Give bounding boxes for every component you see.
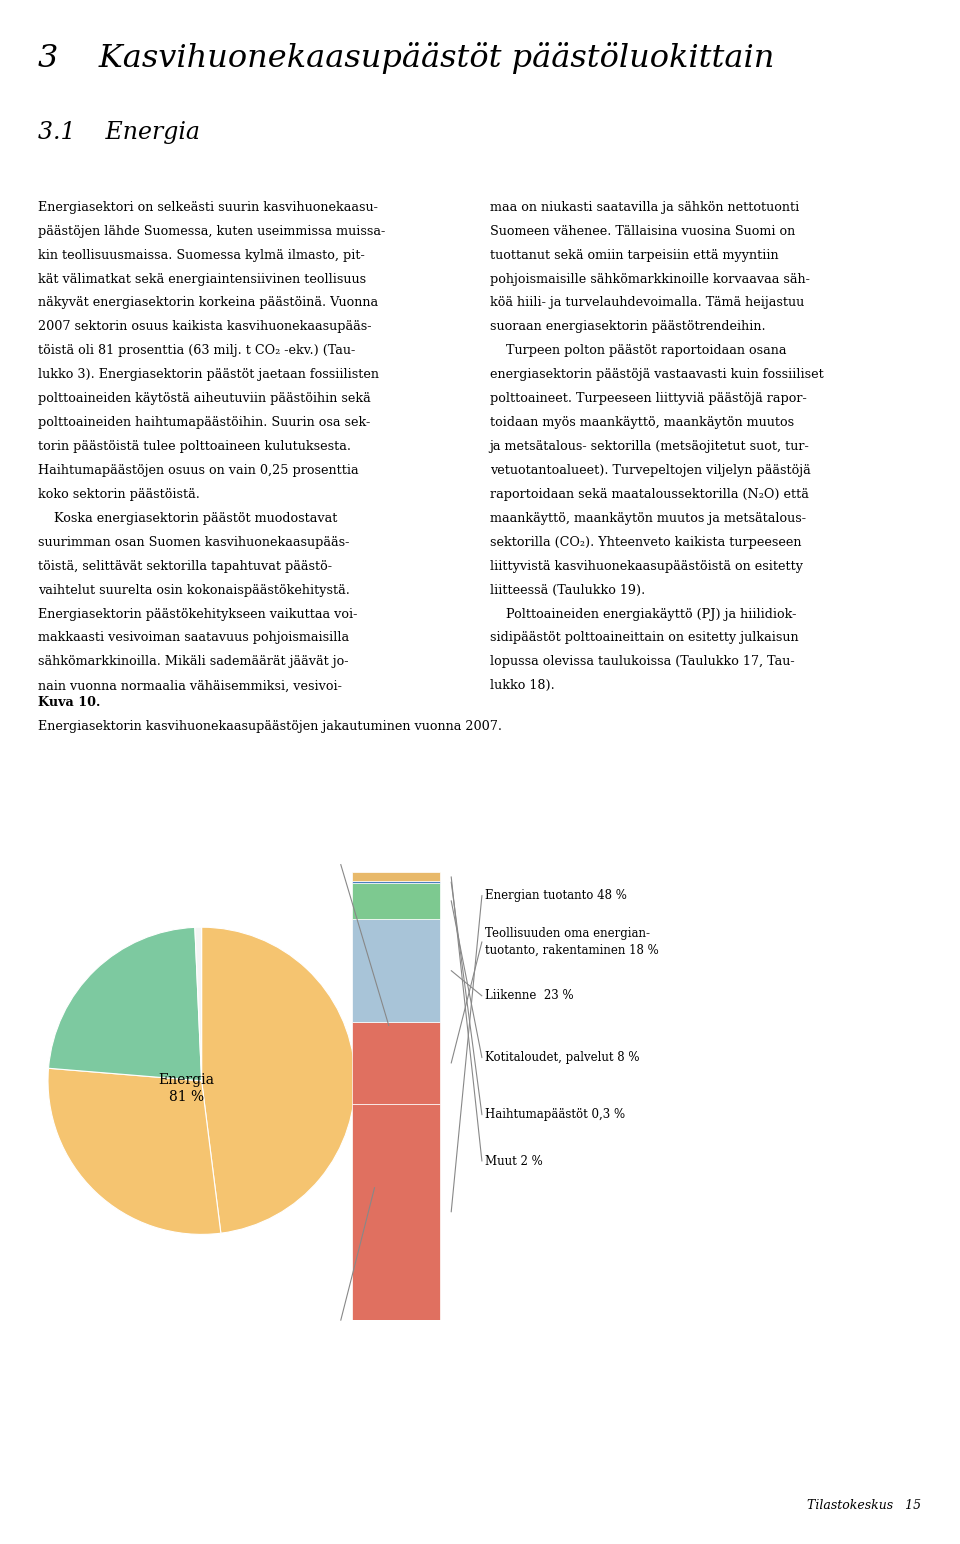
Text: kin teollisuusmaissa. Suomessa kylmä ilmasto, pit-: kin teollisuusmaissa. Suomessa kylmä ilm… (38, 249, 365, 261)
Text: Koska energiasektorin päästöt muodostavat: Koska energiasektorin päästöt muodostava… (38, 513, 338, 525)
Text: Energiasektorin päästökehitykseen vaikuttaa voi-: Energiasektorin päästökehitykseen vaikut… (38, 607, 358, 621)
Text: torin päästöistä tulee polttoaineen kulutuksesta.: torin päästöistä tulee polttoaineen kulu… (38, 440, 351, 452)
Text: Haihtumapäästöt 0,3 %: Haihtumapäästöt 0,3 % (485, 1109, 625, 1121)
Text: Muut 2 %: Muut 2 % (485, 1155, 542, 1167)
Bar (351, 872, 440, 882)
Text: raportoidaan sekä maataloussektorilla (N₂O) että: raportoidaan sekä maataloussektorilla (N… (490, 488, 808, 500)
Text: Energian tuotanto 48 %: Energian tuotanto 48 % (485, 889, 627, 902)
Text: Turpeen polton päästöt raportoidaan osana: Turpeen polton päästöt raportoidaan osan… (490, 344, 786, 357)
Text: pohjoismaisille sähkömarkkinoille korvaavaa säh-: pohjoismaisille sähkömarkkinoille korvaa… (490, 272, 809, 286)
Text: töistä, selittävät sektorilla tapahtuvat päästö-: töistä, selittävät sektorilla tapahtuvat… (38, 560, 332, 573)
Text: Energiasektori on selkeästi suurin kasvihuonekaasu-: Energiasektori on selkeästi suurin kasvi… (38, 201, 378, 213)
Text: Energiasektorin kasvihuonekaasupäästöjen jakautuminen vuonna 2007.: Energiasektorin kasvihuonekaasupäästöjen… (38, 720, 502, 732)
Text: Tilastokeskus   15: Tilastokeskus 15 (807, 1499, 922, 1512)
Text: vetuotantoalueet). Turvepeltojen viljelyn päästöjä: vetuotantoalueet). Turvepeltojen viljely… (490, 463, 810, 477)
Text: 3.1    Energia: 3.1 Energia (38, 122, 201, 144)
Text: Haihtumapäästöjen osuus on vain 0,25 prosenttia: Haihtumapäästöjen osuus on vain 0,25 pro… (38, 463, 359, 477)
Text: lopussa olevissa taulukoissa (Taulukko 17, Tau-: lopussa olevissa taulukoissa (Taulukko 1… (490, 655, 794, 669)
Text: sektorilla (CO₂). Yhteenveto kaikista turpeeseen: sektorilla (CO₂). Yhteenveto kaikista tu… (490, 536, 801, 548)
Text: energiasektorin päästöjä vastaavasti kuin fossiiliset: energiasektorin päästöjä vastaavasti kui… (490, 369, 824, 381)
Text: toidaan myös maankäyttö, maankäytön muutos: toidaan myös maankäyttö, maankäytön muut… (490, 417, 794, 429)
Text: nain vuonna normaalia vähäisemmiksi, vesivoi-: nain vuonna normaalia vähäisemmiksi, ves… (38, 679, 343, 692)
Text: Liikenne  23 %: Liikenne 23 % (485, 990, 573, 1002)
Bar (351, 1022, 440, 1104)
Text: Energia
81 %: Energia 81 % (158, 1073, 214, 1104)
Text: 2007 sektorin osuus kaikista kasvihuonekaasupääs-: 2007 sektorin osuus kaikista kasvihuonek… (38, 321, 372, 334)
Text: sidipäästöt polttoaineittain on esitetty julkaisun: sidipäästöt polttoaineittain on esitetty… (490, 631, 798, 644)
Text: koko sektorin päästöistä.: koko sektorin päästöistä. (38, 488, 201, 500)
Text: liittyvistä kasvihuonekaasupäästöistä on esitetty: liittyvistä kasvihuonekaasupäästöistä on… (490, 560, 803, 573)
Text: tuottanut sekä omiin tarpeisiin että myyntiin: tuottanut sekä omiin tarpeisiin että myy… (490, 249, 779, 261)
Text: vaihtelut suurelta osin kokonaispäästökehitystä.: vaihtelut suurelta osin kokonaispäästöke… (38, 584, 350, 596)
Text: liitteessä (Taulukko 19).: liitteessä (Taulukko 19). (490, 584, 645, 596)
Text: lukko 3). Energiasektorin päästöt jaetaan fossiilisten: lukko 3). Energiasektorin päästöt jaetaa… (38, 369, 379, 381)
Text: suoraan energiasektorin päästötrendeihin.: suoraan energiasektorin päästötrendeihin… (490, 321, 765, 334)
Wedge shape (202, 928, 355, 1234)
Text: 3    Kasvihuonekaasupäästöt päästöluokittain: 3 Kasvihuonekaasupäästöt päästöluokittai… (38, 42, 775, 74)
Wedge shape (195, 928, 202, 1081)
Text: lukko 18).: lukko 18). (490, 679, 554, 692)
Text: kät välimatkat sekä energiaintensiivinen teollisuus: kät välimatkat sekä energiaintensiivinen… (38, 272, 367, 286)
Text: Kotitaloudet, palvelut 8 %: Kotitaloudet, palvelut 8 % (485, 1051, 639, 1064)
Text: ja metsätalous- sektorilla (metsäojitetut suot, tur-: ja metsätalous- sektorilla (metsäojitetu… (490, 440, 809, 452)
Text: köä hiili- ja turvelauhdevoimalla. Tämä heijastuu: köä hiili- ja turvelauhdevoimalla. Tämä … (490, 296, 804, 309)
Text: polttoaineiden haihtumapäästöihin. Suurin osa sek-: polttoaineiden haihtumapäästöihin. Suuri… (38, 417, 371, 429)
Text: Suomeen vähenee. Tällaisina vuosina Suomi on: Suomeen vähenee. Tällaisina vuosina Suom… (490, 224, 795, 238)
Text: päästöjen lähde Suomessa, kuten useimmissa muissa-: päästöjen lähde Suomessa, kuten useimmis… (38, 224, 386, 238)
Wedge shape (48, 1068, 221, 1234)
Text: makkaasti vesivoiman saatavuus pohjoismaisilla: makkaasti vesivoiman saatavuus pohjoisma… (38, 631, 349, 644)
Text: maa on niukasti saatavilla ja sähkön nettotuonti: maa on niukasti saatavilla ja sähkön net… (490, 201, 799, 213)
Wedge shape (49, 928, 202, 1081)
Text: maankäyttö, maankäytön muutos ja metsätalous-: maankäyttö, maankäytön muutos ja metsäta… (490, 513, 805, 525)
Text: Polttoaineiden energiakäyttö (PJ) ja hiilidiok-: Polttoaineiden energiakäyttö (PJ) ja hii… (490, 607, 796, 621)
Bar (351, 919, 440, 1022)
Text: sähkömarkkinoilla. Mikäli sademäärät jäävät jo-: sähkömarkkinoilla. Mikäli sademäärät jää… (38, 655, 348, 669)
Text: töistä oli 81 prosenttia (63 milj. t CO₂ -ekv.) (Tau-: töistä oli 81 prosenttia (63 milj. t CO₂… (38, 344, 355, 357)
Text: suurimman osan Suomen kasvihuonekaasupääs-: suurimman osan Suomen kasvihuonekaasupää… (38, 536, 349, 548)
Text: Kuva 10.: Kuva 10. (38, 695, 101, 709)
Text: polttoaineet. Turpeeseen liittyviä päästöjä rapor-: polttoaineet. Turpeeseen liittyviä pääst… (490, 392, 806, 405)
Bar (351, 1104, 440, 1320)
Text: polttoaineiden käytöstä aiheutuviin päästöihin sekä: polttoaineiden käytöstä aiheutuviin pääs… (38, 392, 372, 405)
Text: näkyvät energiasektorin korkeina päästöinä. Vuonna: näkyvät energiasektorin korkeina päästöi… (38, 296, 378, 309)
Bar (351, 883, 440, 919)
Text: Teollisuuden oma energian-
tuotanto, rakentaminen 18 %: Teollisuuden oma energian- tuotanto, rak… (485, 926, 659, 957)
